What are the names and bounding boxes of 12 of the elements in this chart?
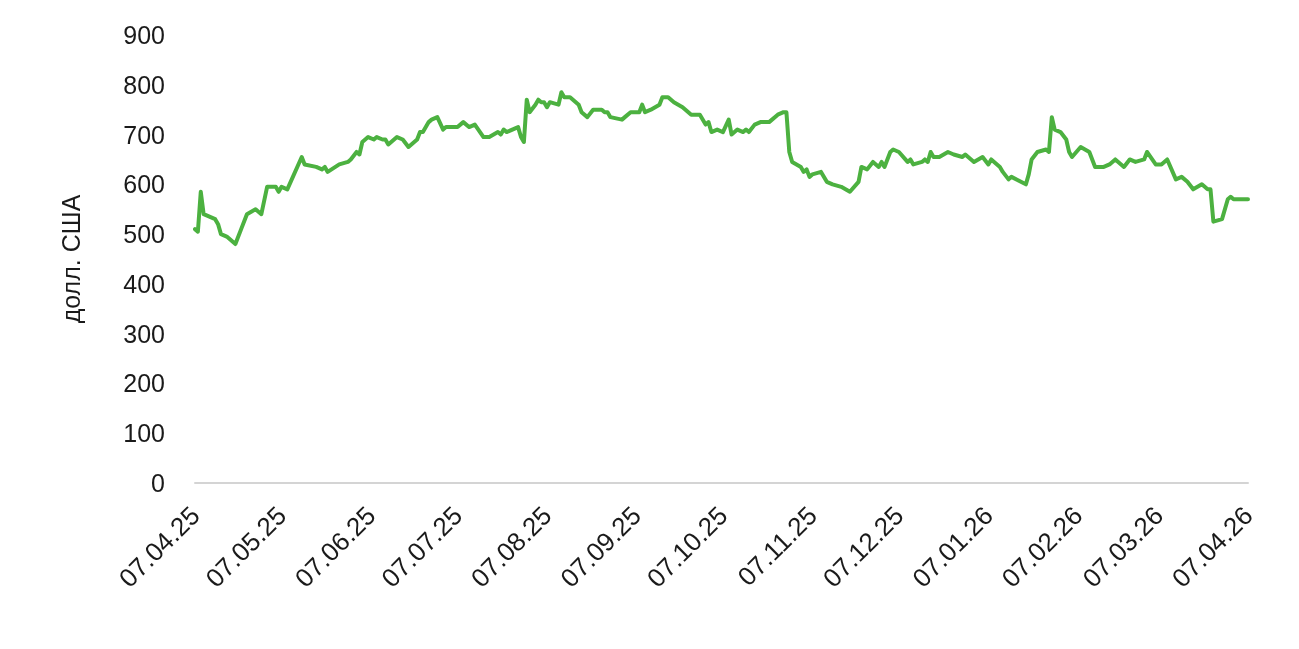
y-tick-label: 300 — [123, 319, 165, 348]
line-series — [193, 90, 1250, 247]
y-tick-label: 700 — [123, 120, 165, 149]
y-tick-label: 600 — [123, 170, 165, 199]
y-tick-label: 900 — [123, 21, 165, 49]
y-tick-label: 200 — [123, 369, 165, 398]
y-axis-title: долл. США — [56, 194, 85, 324]
y-tick-label: 0 — [151, 469, 165, 497]
y-tick-label: 800 — [123, 70, 165, 99]
y-tick-label: 100 — [123, 419, 165, 448]
y-tick-label: 400 — [123, 269, 165, 298]
y-tick-label: 500 — [123, 220, 165, 249]
